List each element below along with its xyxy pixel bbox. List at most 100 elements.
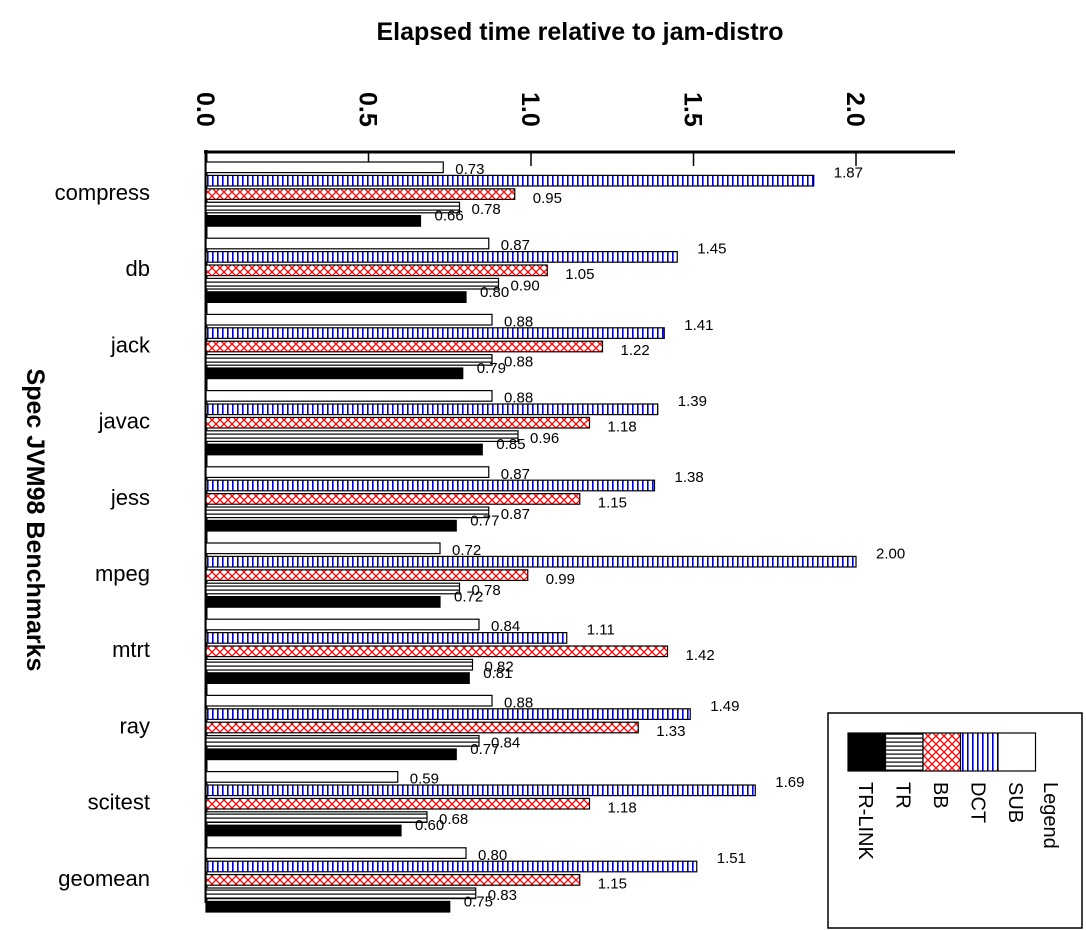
bar-sub	[205, 542, 441, 555]
bar-sub	[205, 694, 493, 707]
legend-swatch-tr-link	[847, 732, 887, 772]
bar-tr	[205, 201, 461, 214]
value-label-bb: 1.22	[621, 342, 650, 359]
value-label-tr: 0.83	[488, 887, 517, 904]
category-labels: compress db jack javac jess mpeg mtrt ray scites…	[55, 180, 151, 891]
legend: TR-LINK TR BB DCT SUB Legend	[827, 712, 1083, 929]
value-label-dct: 1.69	[775, 774, 804, 791]
category-label: mtrt	[112, 637, 150, 662]
value-label-tr-link: 0.79	[477, 360, 506, 377]
legend-swatch-dct	[959, 732, 999, 772]
category-label: compress	[55, 180, 150, 205]
value-label-tr: 0.90	[511, 277, 540, 294]
legend-label-sub: SUB	[1004, 782, 1026, 823]
value-label-tr-link: 0.81	[483, 665, 512, 682]
value-label-sub: 0.88	[504, 390, 533, 407]
category-label: javac	[98, 409, 150, 434]
bar-sub	[205, 390, 493, 402]
value-label-bb: 1.33	[656, 723, 685, 740]
value-label-sub: 0.59	[410, 771, 439, 788]
value-label-tr-link: 0.60	[415, 817, 444, 834]
plot-area: 0.73 1.870.950.780.660.87 1.451.050.900.80…	[204, 150, 955, 913]
bar-sub	[205, 770, 399, 783]
value-label-tr: 0.88	[504, 354, 533, 371]
category-label: geomean	[58, 866, 150, 891]
bar-tr	[205, 277, 500, 290]
value-label-tr-link: 0.75	[464, 893, 493, 910]
value-label-dct: 1.41	[684, 317, 713, 334]
value-label-tr-link: 0.77	[470, 741, 499, 758]
value-label-dct: 1.87	[834, 164, 863, 181]
bar-tr-link	[205, 748, 457, 761]
bar-dct	[205, 555, 857, 568]
bar-tr-link	[205, 519, 457, 532]
bar-tr-link	[205, 367, 464, 380]
bar-tr	[205, 658, 474, 671]
bar-tr	[205, 734, 480, 747]
value-label-sub: 0.84	[491, 618, 520, 635]
value-label-tr: 0.68	[439, 811, 468, 828]
value-label-dct: 1.39	[678, 393, 707, 410]
bar-tr	[205, 430, 519, 442]
chart-title: Elapsed time relative to jam-distro	[376, 18, 783, 46]
x-tick-label: 0.0	[191, 92, 219, 127]
bar-dct	[205, 327, 665, 339]
bar-sub	[205, 618, 480, 631]
value-label-tr-link: 0.72	[454, 589, 483, 606]
bar-tr-link	[205, 595, 441, 608]
value-label-dct: 1.38	[675, 469, 704, 486]
legend-label-bb: BB	[929, 782, 951, 809]
y-axis-label: Spec JVM98 Benchmarks	[21, 369, 49, 672]
x-tick-label: 1.0	[516, 92, 544, 127]
bar-bb	[205, 416, 591, 429]
value-label-sub: 0.73	[455, 161, 484, 178]
value-label-sub: 0.72	[452, 542, 481, 559]
category-label: ray	[119, 713, 150, 738]
bar-bb	[205, 721, 639, 734]
legend-label-tr: TR	[892, 782, 914, 809]
bar-dct	[205, 174, 815, 187]
value-label-dct: 1.49	[710, 698, 739, 715]
legend-swatch-tr	[884, 732, 924, 772]
bar-dct	[205, 479, 656, 492]
value-label-bb: 0.95	[533, 190, 562, 207]
bar-dct	[205, 251, 678, 263]
x-tick-label: 0.5	[354, 92, 382, 127]
bar-tr	[205, 582, 461, 595]
bar-tr-link	[205, 215, 422, 227]
bar-tr-link	[205, 672, 470, 684]
bar-tr	[205, 887, 477, 900]
value-label-bb: 0.99	[546, 571, 575, 588]
bar-bb	[205, 493, 581, 505]
value-label-tr: 0.82	[485, 658, 514, 675]
bar-tr	[205, 354, 493, 366]
category-label: jess	[110, 485, 150, 510]
value-label-tr-link: 0.77	[470, 512, 499, 529]
bar-sub	[205, 847, 467, 859]
bar-tr-link	[205, 291, 467, 303]
value-label-dct: 1.51	[717, 850, 746, 867]
bar-bb	[205, 569, 529, 581]
x-axis-ticks: 0.0 0.5 1.0 1.5 2.0	[191, 92, 869, 166]
value-label-sub: 0.88	[504, 694, 533, 711]
legend-label-tr-link: TR-LINK	[854, 782, 876, 860]
value-label-sub: 0.87	[501, 237, 530, 254]
bar-sub	[205, 466, 490, 478]
legend-title: Legend	[1039, 782, 1061, 849]
value-label-bb: 1.15	[598, 876, 627, 893]
value-label-dct: 2.00	[876, 545, 905, 562]
value-label-tr: 0.96	[530, 430, 559, 447]
category-label: scitest	[88, 790, 150, 815]
bar-dct	[205, 631, 568, 644]
value-label-sub: 0.87	[501, 466, 530, 483]
value-label-tr-link: 0.66	[435, 208, 464, 225]
bar-tr	[205, 811, 428, 823]
bar-dct	[205, 860, 698, 873]
value-label-bb: 1.18	[608, 799, 637, 816]
value-label-tr-link: 0.85	[496, 436, 525, 453]
bar-sub	[205, 313, 493, 326]
legend-swatch-sub	[997, 732, 1037, 772]
value-label-bb: 1.15	[598, 495, 627, 512]
bar-dct	[205, 784, 756, 797]
